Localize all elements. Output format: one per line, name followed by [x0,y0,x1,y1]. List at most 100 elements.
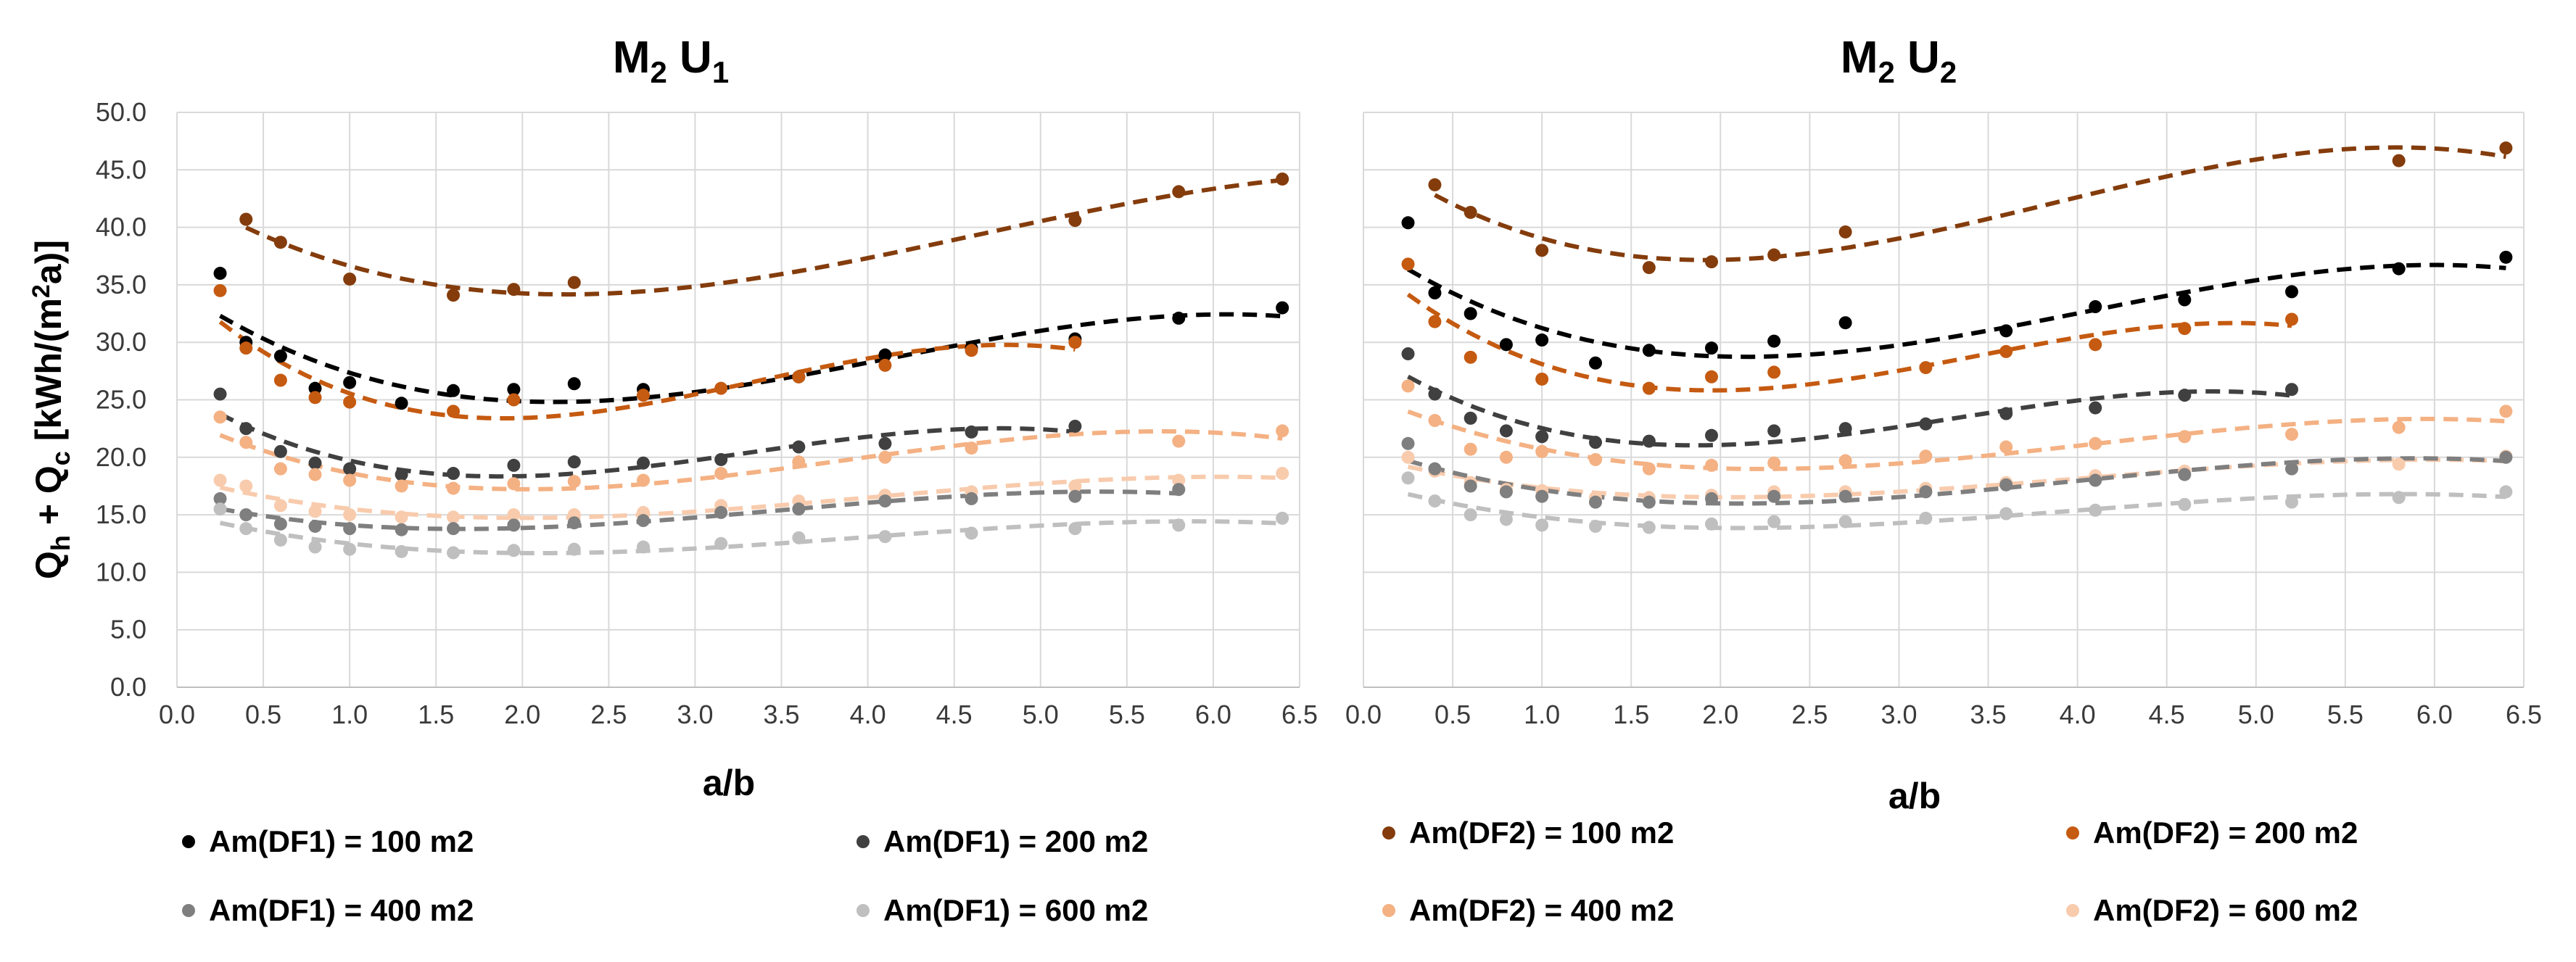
point-am-df1-600-m2 [239,522,253,536]
point-am-df2-400-m2 [308,468,322,481]
point-am-df1-400-m2 [1642,495,1656,509]
point-am-df1-100-m2 [395,397,408,410]
x-tick-label: 1.5 [1613,700,1649,729]
trendline-am-df2-400-m2 [219,428,1283,492]
trendline-am-df1-600-m2 [219,519,1283,555]
point-am-df1-200-m2 [447,467,461,481]
x-tick-label: 3.0 [1881,700,1917,729]
point-am-df2-600-m2 [2392,457,2406,471]
legend-marker-am-df1-200-m2 [856,835,870,848]
legend-marker-am-df2-100-m2 [1382,826,1395,839]
x-tick-label: 1.5 [418,700,454,729]
point-am-df1-200-m2 [567,455,581,469]
point-am-df2-200-m2 [1999,344,2013,358]
point-am-df1-200-m2 [507,458,521,472]
x-tick-label: 0.0 [159,700,195,729]
point-am-df1-400-m2 [1705,492,1718,505]
point-am-df2-200-m2 [273,373,287,387]
x-tick-label: 6.5 [1281,700,1318,729]
point-am-df1-600-m2 [1642,521,1656,534]
legend-label-am-df1-100-m2: Am(DF1) = 100 m2 [209,824,474,858]
point-am-df2-400-m2 [2499,405,2513,418]
x-tick-label: 2.0 [1702,700,1738,729]
point-am-df1-400-m2 [1499,485,1513,499]
x-tick-label: 3.5 [764,700,800,729]
point-am-df2-200-m2 [1642,381,1656,395]
point-am-df1-100-m2 [308,381,322,395]
point-am-df1-600-m2 [395,544,408,558]
y-tick-label: 30.0 [96,327,146,357]
point-am-df1-400-m2 [1535,489,1549,503]
point-am-df1-600-m2 [447,546,461,560]
point-am-df1-400-m2 [239,508,253,522]
point-am-df1-400-m2 [395,523,408,536]
point-am-df2-100-m2 [1705,255,1718,269]
point-am-df1-600-m2 [1999,507,2013,521]
point-am-df2-200-m2 [637,389,651,402]
y-tick-label: 50.0 [96,97,146,127]
point-am-df1-400-m2 [507,518,521,532]
point-am-df2-400-m2 [714,467,728,481]
point-am-df1-400-m2 [878,494,892,508]
point-am-df1-100-m2 [2499,250,2513,264]
point-am-df1-100-m2 [1767,334,1781,348]
point-am-df1-100-m2 [2285,285,2298,299]
point-am-df1-100-m2 [2392,262,2406,275]
point-am-df2-200-m2 [965,344,978,357]
x-tick-label: 5.0 [2238,700,2274,729]
point-am-df2-100-m2 [1464,205,1477,219]
point-am-df1-600-m2 [2499,485,2513,499]
point-am-df1-600-m2 [1276,511,1289,525]
y-axis-label: Qh + Qc [kWh/(m2a)] [28,240,75,579]
point-am-df2-200-m2 [1705,370,1718,383]
point-am-df2-400-m2 [2285,428,2298,441]
point-am-df1-400-m2 [2178,468,2192,481]
point-am-df2-400-m2 [965,441,978,455]
point-am-df1-400-m2 [1068,489,1082,503]
point-am-df2-400-m2 [395,479,408,493]
point-am-df1-600-m2 [2285,495,2298,509]
legend-label-am-df1-400-m2: Am(DF1) = 400 m2 [209,893,474,927]
point-am-df1-600-m2 [792,531,806,544]
point-am-df1-600-m2 [1172,518,1186,532]
point-am-df2-400-m2 [239,436,253,449]
point-am-df2-400-m2 [273,462,287,476]
point-am-df1-600-m2 [1919,511,1933,525]
x-tick-label: 4.0 [850,700,886,729]
point-am-df1-200-m2 [1464,411,1477,425]
point-am-df1-100-m2 [1499,338,1513,352]
point-am-df1-100-m2 [1999,324,2013,338]
point-am-df1-200-m2 [1642,434,1656,448]
trendline-am-df1-400-m2 [219,489,1179,531]
point-am-df2-100-m2 [343,272,357,286]
point-am-df1-200-m2 [239,422,253,436]
point-am-df2-400-m2 [567,475,581,489]
y-tick-label: 25.0 [96,385,146,415]
point-am-df2-400-m2 [1401,379,1415,393]
point-am-df1-100-m2 [1401,216,1415,230]
point-am-df1-100-m2 [1464,307,1477,320]
point-am-df2-600-m2 [1068,479,1082,493]
point-am-df2-400-m2 [213,410,227,424]
point-am-df1-100-m2 [2178,293,2192,307]
point-am-df1-600-m2 [878,530,892,544]
trendline-am-df1-100-m2 [219,312,1283,405]
trendline-am-df2-200-m2 [218,320,1076,420]
point-am-df2-400-m2 [878,450,892,464]
point-am-df2-600-m2 [1172,473,1186,487]
trendline-am-df1-200-m2 [1407,374,2292,448]
chart-title-m2-u2: M2 U2 [1841,33,1957,89]
point-am-df1-400-m2 [2499,450,2513,464]
trendline-am-df1-100-m2 [1407,262,2506,360]
x-tick-label: 0.0 [1345,700,1382,729]
chart-title-m2-u1: M2 U1 [613,33,729,89]
x-axis-label-m2-u1: a/b [703,763,755,803]
point-am-df1-100-m2 [1172,311,1186,325]
point-am-df2-200-m2 [1535,372,1549,386]
point-am-df2-200-m2 [343,395,357,409]
point-am-df1-400-m2 [714,505,728,519]
point-am-df1-100-m2 [567,377,581,391]
point-am-df1-200-m2 [965,425,978,439]
point-am-df2-600-m2 [395,510,408,524]
